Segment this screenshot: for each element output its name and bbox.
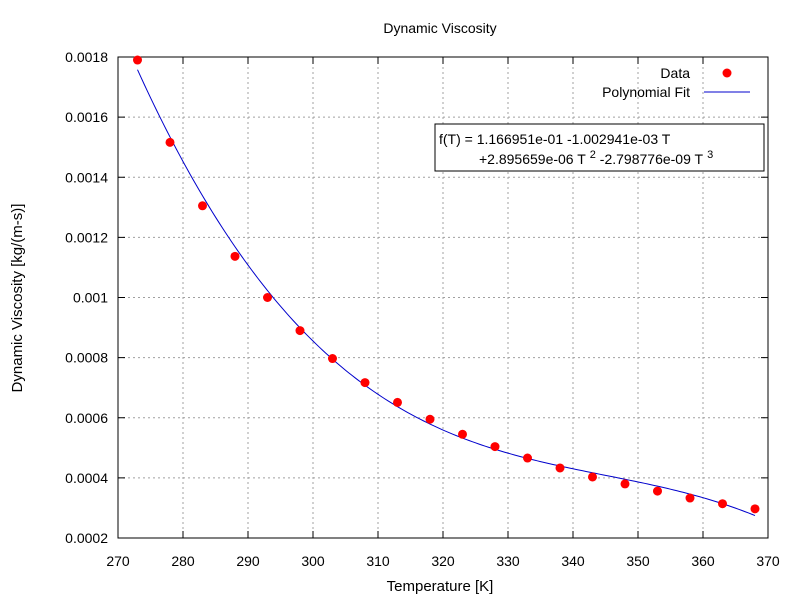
- legend-label-data: Data: [660, 65, 690, 81]
- data-point: [393, 397, 402, 407]
- data-point: [750, 504, 760, 514]
- y-tick-label: 0.0008: [65, 350, 108, 366]
- data-point: [555, 463, 565, 473]
- x-tick-label: 340: [561, 553, 585, 569]
- equation-line-1: f(T) = 1.166951e-01 -1.002941e-03 T: [439, 131, 671, 147]
- equation-exponent-3: 3: [707, 149, 713, 161]
- y-tick-label: 0.0002: [65, 530, 108, 546]
- data-point: [263, 293, 272, 302]
- y-tick-label: 0.001: [73, 290, 108, 306]
- data-point: [490, 442, 500, 452]
- data-point: [360, 378, 370, 388]
- x-tick-label: 270: [106, 553, 130, 569]
- equation-exponent-2: 2: [590, 149, 596, 161]
- equation-box-frame: [434, 123, 765, 172]
- y-tick-label: 0.0016: [65, 109, 108, 125]
- data-point: [328, 354, 337, 364]
- y-axis-ticks: 0.0002 0.0004 0.0006 0.0008 0.001 0.0012 0.001…: [65, 49, 768, 546]
- y-tick-label: 0.0018: [65, 49, 108, 65]
- legend-label-fit: Polynomial Fit: [602, 84, 690, 100]
- x-tick-label: 370: [756, 553, 780, 569]
- x-tick-label: 310: [366, 553, 390, 569]
- y-tick-label: 0.0012: [65, 229, 108, 245]
- y-tick-label: 0.0006: [65, 410, 108, 426]
- x-axis-label: Temperature [K]: [387, 578, 494, 595]
- x-axis-ticks: 270 280 290 300 310 320 330 340 350 360 370: [106, 57, 780, 569]
- data-point: [458, 429, 467, 439]
- data-point: [230, 251, 240, 261]
- legend: Data Polynomial Fit: [602, 65, 750, 100]
- x-tick-label: 290: [236, 553, 260, 569]
- x-tick-label: 280: [171, 553, 195, 569]
- x-tick-label: 300: [301, 553, 325, 569]
- x-tick-label: 350: [626, 553, 650, 569]
- data-point: [198, 201, 207, 211]
- data-point: [133, 55, 142, 65]
- data-point: [523, 453, 532, 463]
- equation-term-cubic: -2.798776e-09 T: [596, 151, 704, 167]
- x-tick-label: 320: [431, 553, 455, 569]
- x-tick-label: 330: [496, 553, 520, 569]
- chart-title: Dynamic Viscosity: [383, 20, 496, 36]
- data-point: [588, 472, 597, 482]
- series-layer: [133, 55, 760, 517]
- y-axis-label: Dynamic Viscosity [kg/(m-s)]: [9, 204, 26, 393]
- data-point: [295, 326, 305, 336]
- data-point: [165, 137, 175, 147]
- data-point: [653, 486, 662, 496]
- y-tick-label: 0.0014: [65, 169, 108, 185]
- fit-equation-box: f(T) = 1.166951e-01 -1.002941e-03 T +2.8…: [434, 123, 765, 172]
- data-point: [685, 493, 695, 503]
- legend-marker-data: [722, 68, 732, 78]
- x-tick-label: 360: [691, 553, 715, 569]
- data-point: [620, 479, 630, 489]
- y-tick-label: 0.0004: [65, 470, 108, 486]
- data-point: [425, 414, 435, 424]
- equation-term-cubic-prefix: +2.895659e-06 T: [479, 151, 586, 167]
- fit-curve-line: [137, 69, 756, 517]
- data-point: [718, 499, 727, 509]
